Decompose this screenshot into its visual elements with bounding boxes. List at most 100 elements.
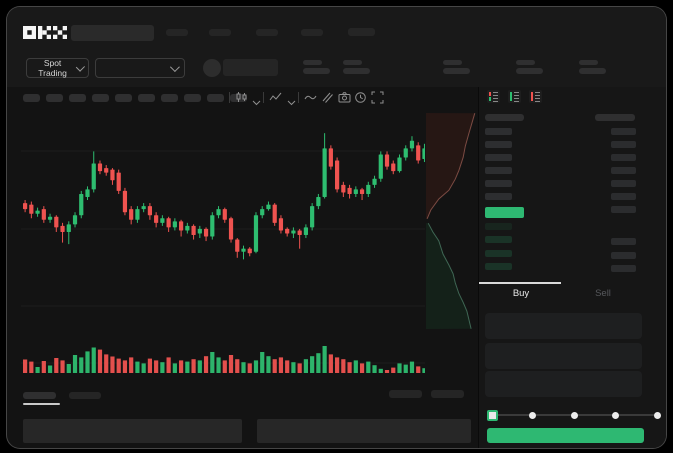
toolbar-button-skeleton[interactable]	[138, 94, 155, 102]
ob-header-price-skeleton	[485, 114, 524, 121]
candlestick-interval-icon[interactable]	[235, 91, 248, 104]
ob-amount-skeleton[interactable]	[611, 193, 636, 200]
toolbar-button-skeleton[interactable]	[207, 94, 224, 102]
stat-label-skeleton	[579, 60, 598, 65]
toolbar-button-skeleton[interactable]	[92, 94, 109, 102]
chevron-down-icon[interactable]	[287, 94, 300, 107]
indicators-icon[interactable]	[269, 91, 282, 104]
toolbar-button-skeleton[interactable]	[46, 94, 63, 102]
bottom-tab-skeleton[interactable]	[69, 392, 101, 399]
ob-amount-skeleton[interactable]	[611, 180, 636, 187]
nav-item-skeleton[interactable]	[209, 29, 231, 36]
sell-tab-label: Sell	[595, 288, 611, 299]
toolbar-divider	[263, 92, 264, 103]
toolbar-button-skeleton[interactable]	[230, 94, 247, 102]
toolbar-button-skeleton[interactable]	[69, 94, 86, 102]
ask-row-skeleton[interactable]	[485, 141, 512, 148]
search-skeleton[interactable]	[71, 25, 154, 41]
buy-submit-button[interactable]	[487, 428, 644, 443]
stat-value-skeleton	[343, 68, 370, 74]
bid-row-skeleton[interactable]	[485, 223, 512, 230]
ask-row-skeleton[interactable]	[485, 128, 512, 135]
book-combined-icon[interactable]	[487, 90, 500, 103]
amount-percent-slider[interactable]	[487, 408, 661, 422]
toolbar-divider	[229, 92, 230, 103]
depth-chart-preview	[426, 113, 476, 329]
nav-item-skeleton[interactable]	[348, 28, 375, 36]
history-clock-icon[interactable]	[354, 91, 367, 104]
amount-input-skeleton[interactable]	[485, 343, 642, 369]
chevron-down-icon	[169, 61, 180, 72]
tab-buy[interactable]: Buy	[481, 288, 561, 299]
stat-value-skeleton	[579, 68, 606, 74]
candlestick-chart	[21, 133, 425, 373]
measure-tool-icon[interactable]	[321, 91, 334, 104]
bottom-tab-underline	[23, 403, 60, 405]
app-window: OKX Spot Trading	[6, 6, 667, 449]
ob-amount-skeleton[interactable]	[611, 141, 636, 148]
bid-row-skeleton[interactable]	[485, 249, 512, 257]
ob-amount-skeleton[interactable]	[611, 128, 636, 135]
ob-amount-skeleton[interactable]	[611, 167, 636, 174]
slider-handle[interactable]	[487, 410, 498, 421]
line-tool-icon[interactable]	[304, 91, 317, 104]
toolbar-divider	[298, 92, 299, 103]
bottom-tab-skeleton-active[interactable]	[23, 392, 56, 399]
slider-stop-dot[interactable]	[570, 411, 578, 419]
stat-value-skeleton	[443, 68, 470, 74]
nav-item-skeleton[interactable]	[166, 29, 188, 36]
ob-amount-skeleton[interactable]	[611, 251, 636, 259]
bottom-right-tab-skeleton[interactable]	[431, 390, 464, 398]
ask-row-skeleton[interactable]	[485, 154, 512, 161]
market-mode-dropdown[interactable]: Spot Trading	[26, 58, 89, 78]
stat-label-skeleton	[303, 60, 322, 65]
chevron-down-icon[interactable]	[252, 94, 265, 107]
ask-row-skeleton[interactable]	[485, 180, 512, 187]
history-panel-skeleton	[257, 419, 471, 443]
pair-dropdown[interactable]	[95, 58, 185, 78]
stat-label-skeleton	[343, 60, 362, 65]
bid-row-skeleton[interactable]	[485, 236, 512, 244]
toolbar-button-skeleton[interactable]	[184, 94, 201, 102]
total-input-skeleton[interactable]	[485, 371, 642, 397]
ob-amount-skeleton[interactable]	[611, 265, 636, 272]
tab-sell[interactable]: Sell	[563, 288, 643, 299]
ob-amount-skeleton[interactable]	[611, 206, 636, 213]
orders-panel-skeleton	[23, 419, 242, 443]
market-mode-label: Spot Trading	[38, 58, 67, 78]
price-input-skeleton[interactable]	[485, 313, 642, 339]
camera-icon[interactable]	[338, 91, 351, 104]
chevron-down-icon	[75, 62, 86, 72]
okx-logo-glyphs	[23, 26, 67, 39]
slider-stop-dot[interactable]	[529, 411, 536, 419]
fullscreen-icon[interactable]	[371, 91, 384, 104]
bottom-right-tab-skeleton[interactable]	[389, 390, 422, 398]
stat-label-skeleton	[516, 60, 535, 65]
toolbar-button-skeleton[interactable]	[23, 94, 40, 102]
nav-item-skeleton[interactable]	[301, 29, 323, 36]
bid-row-skeleton[interactable]	[485, 263, 512, 271]
slider-stop-dot[interactable]	[612, 411, 619, 419]
ob-amount-skeleton[interactable]	[611, 154, 636, 161]
buy-tab-label: Buy	[512, 288, 530, 299]
stat-value-skeleton	[516, 68, 543, 74]
book-bids-only-icon[interactable]	[508, 90, 521, 103]
pair-name-skeleton	[223, 59, 278, 76]
coin-avatar	[203, 59, 221, 77]
last-price-bar[interactable]	[485, 207, 524, 218]
stat-value-skeleton	[303, 68, 330, 74]
okx-logo[interactable]: OKX	[23, 26, 67, 40]
ask-row-skeleton[interactable]	[485, 193, 512, 200]
top-header	[7, 7, 666, 87]
buy-tab-indicator	[479, 282, 561, 284]
ob-header-amount-skeleton	[595, 114, 635, 121]
toolbar-button-skeleton[interactable]	[161, 94, 178, 102]
book-asks-only-icon[interactable]	[529, 90, 542, 103]
stat-label-skeleton	[443, 60, 462, 65]
ask-row-skeleton[interactable]	[485, 167, 512, 174]
toolbar-button-skeleton[interactable]	[115, 94, 132, 102]
slider-stop-dot[interactable]	[653, 411, 661, 419]
ob-amount-skeleton[interactable]	[611, 238, 636, 245]
nav-item-skeleton[interactable]	[256, 29, 278, 36]
